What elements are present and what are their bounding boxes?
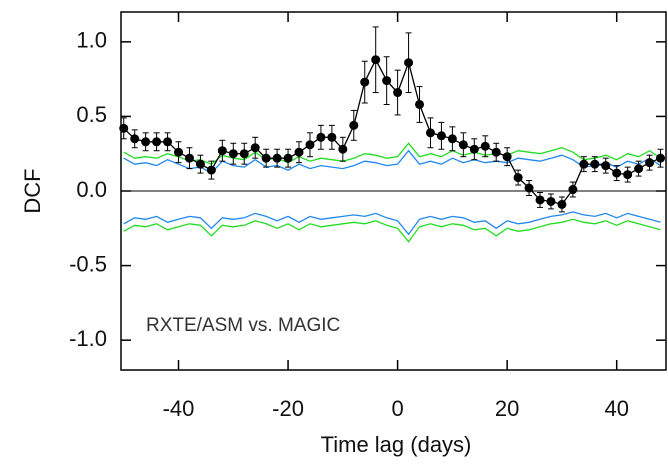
data-point [250, 143, 260, 153]
data-point [228, 149, 238, 159]
data-point [305, 140, 315, 150]
data-point [130, 134, 140, 144]
annotation: RXTE/ASM vs. MAGIC [146, 315, 340, 336]
data-point [338, 144, 348, 154]
data-point [645, 158, 655, 168]
data-point [590, 159, 600, 169]
y-axis-label: DCF [20, 168, 45, 213]
y-tick-label: -1.0 [69, 326, 107, 351]
data-point [579, 159, 589, 169]
data-point [623, 170, 633, 180]
x-tick-label: -40 [163, 396, 195, 421]
x-tick-label: 0 [391, 396, 403, 421]
data-point [393, 88, 403, 98]
data-point [206, 165, 216, 175]
data-point [546, 196, 556, 206]
data-point [513, 173, 523, 183]
data-point [327, 132, 337, 142]
y-tick-label: 1.0 [76, 28, 107, 53]
data-point [535, 195, 545, 205]
data-point [447, 134, 457, 144]
series-line [123, 58, 661, 206]
data-point [261, 153, 271, 163]
x-tick-label: 20 [495, 396, 519, 421]
data-point [502, 152, 512, 162]
data-point [360, 77, 370, 87]
data-point [458, 140, 468, 150]
data-point [524, 183, 534, 193]
x-tick-label: 40 [604, 396, 628, 421]
data-point [656, 153, 666, 163]
data-point [316, 132, 326, 142]
y-tick-label: 0.5 [76, 102, 107, 127]
y-tick-label: -0.5 [69, 251, 107, 276]
data-point [294, 147, 304, 157]
data-point [480, 141, 490, 151]
data-point [217, 146, 227, 156]
data-point [195, 159, 205, 169]
data-point [404, 58, 414, 68]
data-point [634, 164, 644, 174]
series-line [123, 142, 661, 165]
data-point [568, 185, 578, 195]
series-line [123, 211, 661, 236]
data-point [163, 137, 173, 147]
data-point [382, 76, 392, 86]
x-tick-label: -20 [272, 396, 304, 421]
data-point [415, 99, 425, 109]
data-point [239, 149, 249, 159]
x-axis-label: Time lag (days) [321, 432, 472, 457]
data-point [141, 137, 151, 147]
data-point [371, 55, 381, 65]
data-point [612, 168, 622, 178]
data-point [425, 128, 435, 138]
y-tick-label: 0.0 [76, 177, 107, 202]
data-point [174, 147, 184, 157]
data-point [184, 153, 194, 163]
data-point [436, 131, 446, 141]
data-point [349, 120, 359, 130]
data-point [152, 137, 162, 147]
series-line [123, 218, 661, 243]
data-point [272, 153, 282, 163]
data-point [557, 199, 567, 209]
data-point [119, 123, 129, 133]
data-point [491, 147, 501, 157]
data-point [469, 144, 479, 154]
data-point [601, 161, 611, 171]
data-point [283, 153, 293, 163]
